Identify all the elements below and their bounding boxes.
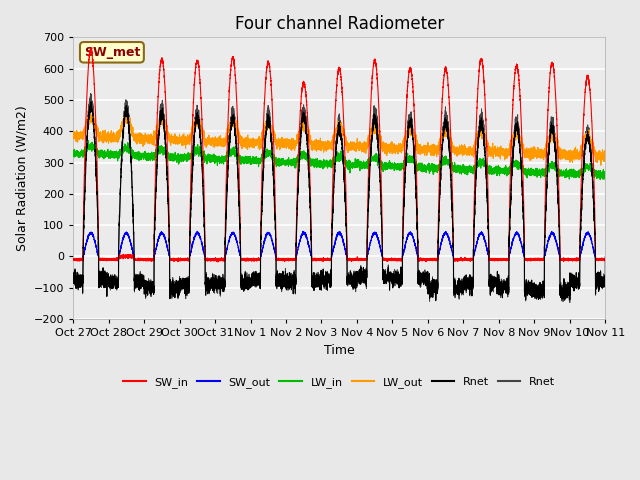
X-axis label: Time: Time <box>324 344 355 357</box>
Legend: SW_in, SW_out, LW_in, LW_out, Rnet, Rnet: SW_in, SW_out, LW_in, LW_out, Rnet, Rnet <box>119 372 559 392</box>
Text: SW_met: SW_met <box>84 46 140 59</box>
Title: Four channel Radiometer: Four channel Radiometer <box>235 15 444 33</box>
Y-axis label: Solar Radiation (W/m2): Solar Radiation (W/m2) <box>15 105 28 251</box>
